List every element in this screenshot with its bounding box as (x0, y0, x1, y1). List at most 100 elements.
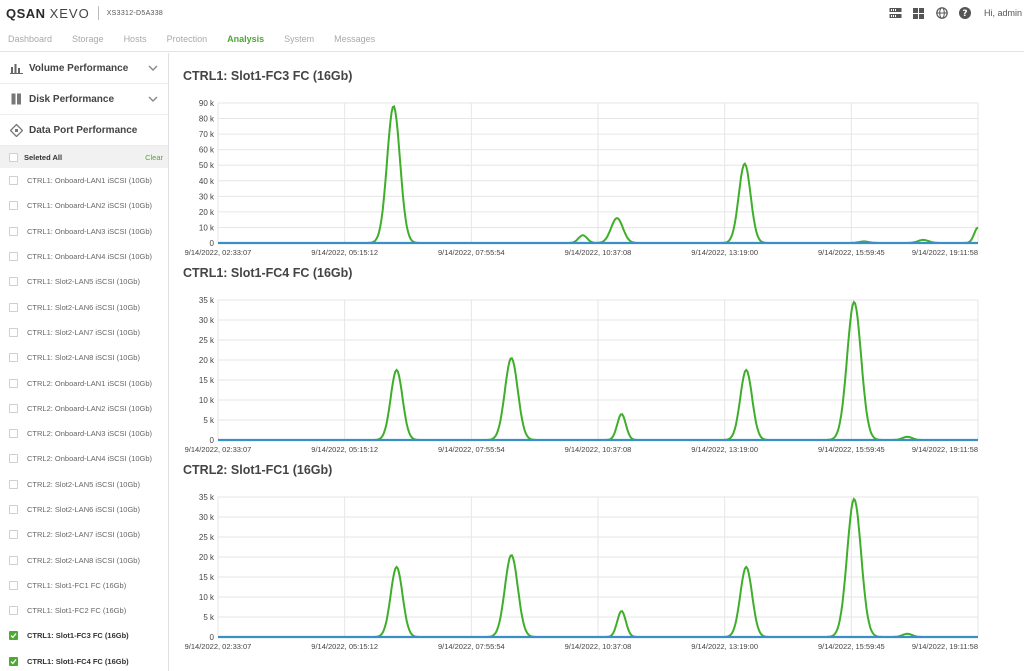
y-tick-label: 0 (210, 633, 215, 642)
globe-icon[interactable] (935, 6, 949, 20)
x-tick-label: 9/14/2022, 10:37:08 (565, 248, 632, 257)
port-label: CTRL2: Onboard-LAN4 iSCSI (10Gb) (27, 454, 153, 464)
port-label: CTRL1: Onboard-LAN3 iSCSI (10Gb) (27, 226, 153, 236)
port-checkbox[interactable] (9, 403, 18, 413)
list-item[interactable]: CTRL1: Slot2-LAN8 iSCSI (10Gb) (0, 345, 168, 370)
port-checkbox[interactable] (9, 454, 18, 464)
help-icon[interactable]: ? (958, 6, 972, 20)
port-label: CTRL1: Onboard-LAN4 iSCSI (10Gb) (27, 252, 153, 262)
clear-link[interactable]: Clear (145, 152, 163, 162)
port-label: CTRL1: Slot2-LAN8 iSCSI (10Gb) (27, 353, 140, 363)
list-item[interactable]: CTRL1: Slot2-LAN6 iSCSI (10Gb) (0, 294, 168, 319)
port-checkbox[interactable] (9, 505, 18, 514)
section-label: Volume Performance (29, 62, 129, 74)
port-checkbox[interactable] (9, 353, 18, 363)
x-tick-label: 9/14/2022, 13:19:00 (691, 642, 758, 651)
x-tick-label: 9/14/2022, 05:15:12 (311, 248, 378, 257)
port-checkbox[interactable] (9, 302, 18, 312)
list-item[interactable]: CTRL2: Slot2-LAN6 iSCSI (10Gb) (0, 497, 168, 522)
list-item[interactable]: CTRL2: Onboard-LAN1 iSCSI (10Gb) (0, 370, 168, 395)
x-tick-label: 9/14/2022, 10:37:08 (565, 445, 632, 454)
port-checkbox[interactable] (9, 378, 18, 388)
port-label: CTRL1: Slot1-FC1 FC (16Gb) (27, 580, 127, 590)
grid-icon[interactable] (912, 6, 926, 20)
nav-hosts[interactable]: Hosts (123, 33, 147, 44)
list-item[interactable]: CTRL1: Slot2-LAN7 iSCSI (10Gb) (0, 320, 168, 345)
x-tick-label: 9/14/2022, 19:11:58 (912, 445, 978, 454)
y-tick-label: 0 (210, 239, 215, 248)
list-item[interactable]: CTRL2: Slot2-LAN5 iSCSI (10Gb) (0, 472, 168, 497)
port-checkbox[interactable] (9, 479, 18, 489)
port-checkbox[interactable] (9, 201, 18, 211)
list-item[interactable]: CTRL1: Slot1-FC1 FC (16Gb) (0, 573, 168, 598)
logo-text: QSAN (6, 5, 46, 21)
nav-dashboard[interactable]: Dashboard (8, 33, 53, 44)
list-item[interactable]: CTRL1: Slot2-LAN5 iSCSI (10Gb) (0, 269, 168, 294)
port-label: CTRL2: Slot2-LAN5 iSCSI (10Gb) (27, 479, 140, 489)
list-item[interactable]: CTRL2: Onboard-LAN2 iSCSI (10Gb) (0, 396, 168, 421)
logo[interactable]: QSAN XEVO XS3312-D5A338 (6, 6, 163, 21)
nav-storage[interactable]: Storage (72, 33, 104, 44)
nav-analysis[interactable]: Analysis (227, 33, 265, 44)
chevron-down-icon[interactable] (148, 63, 158, 73)
y-tick-label: 25 k (199, 336, 215, 345)
port-label: CTRL1: Slot1-FC4 FC (16Gb) (27, 656, 129, 666)
list-item[interactable]: CTRL2: Slot2-LAN7 iSCSI (10Gb) (0, 522, 168, 547)
port-checkbox[interactable] (9, 252, 18, 262)
y-tick-label: 70 k (199, 130, 215, 139)
nav-system[interactable]: System (284, 33, 315, 44)
user-greeting[interactable]: Hi, admin (983, 8, 1022, 18)
list-item[interactable]: CTRL1: Slot1-FC4 FC (16Gb) (0, 649, 168, 671)
nav-messages[interactable]: Messages (334, 33, 376, 44)
y-tick-label: 50 k (199, 161, 215, 170)
disk-icon (9, 92, 23, 106)
x-tick-label: 9/14/2022, 07:55:54 (438, 642, 505, 651)
list-item[interactable]: CTRL1: Onboard-LAN3 iSCSI (10Gb) (0, 219, 168, 244)
network-icon[interactable] (889, 6, 903, 20)
y-tick-label: 60 k (199, 146, 215, 155)
list-item[interactable]: CTRL2: Onboard-LAN4 iSCSI (10Gb) (0, 446, 168, 471)
port-checkbox[interactable] (9, 226, 18, 236)
list-item[interactable]: CTRL2: Onboard-LAN3 iSCSI (10Gb) (0, 421, 168, 446)
list-item[interactable]: CTRL1: Onboard-LAN4 iSCSI (10Gb) (0, 244, 168, 269)
y-tick-label: 80 k (199, 115, 215, 124)
port-checkbox[interactable] (9, 580, 18, 590)
nav-protection[interactable]: Protection (166, 33, 208, 44)
port-checkbox[interactable] (9, 327, 18, 337)
section-volume-performance[interactable]: Volume Performance (0, 53, 168, 84)
section-data-port-performance[interactable]: Data Port Performance (0, 115, 168, 146)
port-checkbox[interactable] (9, 176, 18, 186)
y-tick-label: 20 k (199, 208, 215, 217)
port-checkbox[interactable] (9, 656, 18, 666)
port-label: CTRL2: Slot2-LAN7 iSCSI (10Gb) (27, 530, 140, 540)
list-item[interactable]: CTRL1: Slot1-FC3 FC (16Gb) (0, 623, 168, 648)
chart-title: CTRL1: Slot1-FC4 FC (16Gb) (183, 266, 353, 280)
x-tick-label: 9/14/2022, 19:11:58 (912, 642, 978, 651)
x-tick-label: 9/14/2022, 13:19:00 (691, 445, 758, 454)
x-tick-label: 9/14/2022, 15:59:45 (818, 445, 885, 454)
x-tick-label: 9/14/2022, 13:19:00 (691, 248, 758, 257)
list-item[interactable]: CTRL2: Slot2-LAN8 iSCSI (10Gb) (0, 547, 168, 572)
port-checkbox[interactable] (9, 277, 18, 287)
port-checkbox[interactable] (9, 530, 18, 540)
x-tick-label: 9/14/2022, 15:59:45 (818, 248, 885, 257)
chevron-down-icon[interactable] (148, 94, 158, 104)
y-tick-label: 30 k (199, 513, 215, 522)
list-item[interactable]: CTRL1: Slot1-FC2 FC (16Gb) (0, 598, 168, 623)
port-list: CTRL1: Onboard-LAN1 iSCSI (10Gb) CTRL1: O… (0, 168, 168, 671)
list-item[interactable]: CTRL1: Onboard-LAN2 iSCSI (10Gb) (0, 193, 168, 218)
port-label: CTRL1: Slot2-LAN6 iSCSI (10Gb) (27, 302, 140, 312)
x-tick-label: 9/14/2022, 05:15:12 (311, 445, 378, 454)
port-checkbox[interactable] (9, 606, 18, 616)
port-label: CTRL1: Slot2-LAN5 iSCSI (10Gb) (27, 277, 140, 287)
port-checkbox[interactable] (9, 631, 18, 641)
top-bar: QSAN XEVO XS3312-D5A338 ? Hi, admin (0, 0, 1024, 26)
x-tick-label: 9/14/2022, 19:11:58 (912, 248, 978, 257)
port-checkbox[interactable] (9, 429, 18, 439)
list-item[interactable]: CTRL1: Onboard-LAN1 iSCSI (10Gb) (0, 168, 168, 193)
chart-title: CTRL1: Slot1-FC3 FC (16Gb) (183, 69, 353, 83)
port-checkbox[interactable] (9, 555, 18, 565)
section-disk-performance[interactable]: Disk Performance (0, 84, 168, 115)
select-all-checkbox[interactable] (9, 152, 18, 162)
logo-sub: XEVO (49, 5, 90, 21)
